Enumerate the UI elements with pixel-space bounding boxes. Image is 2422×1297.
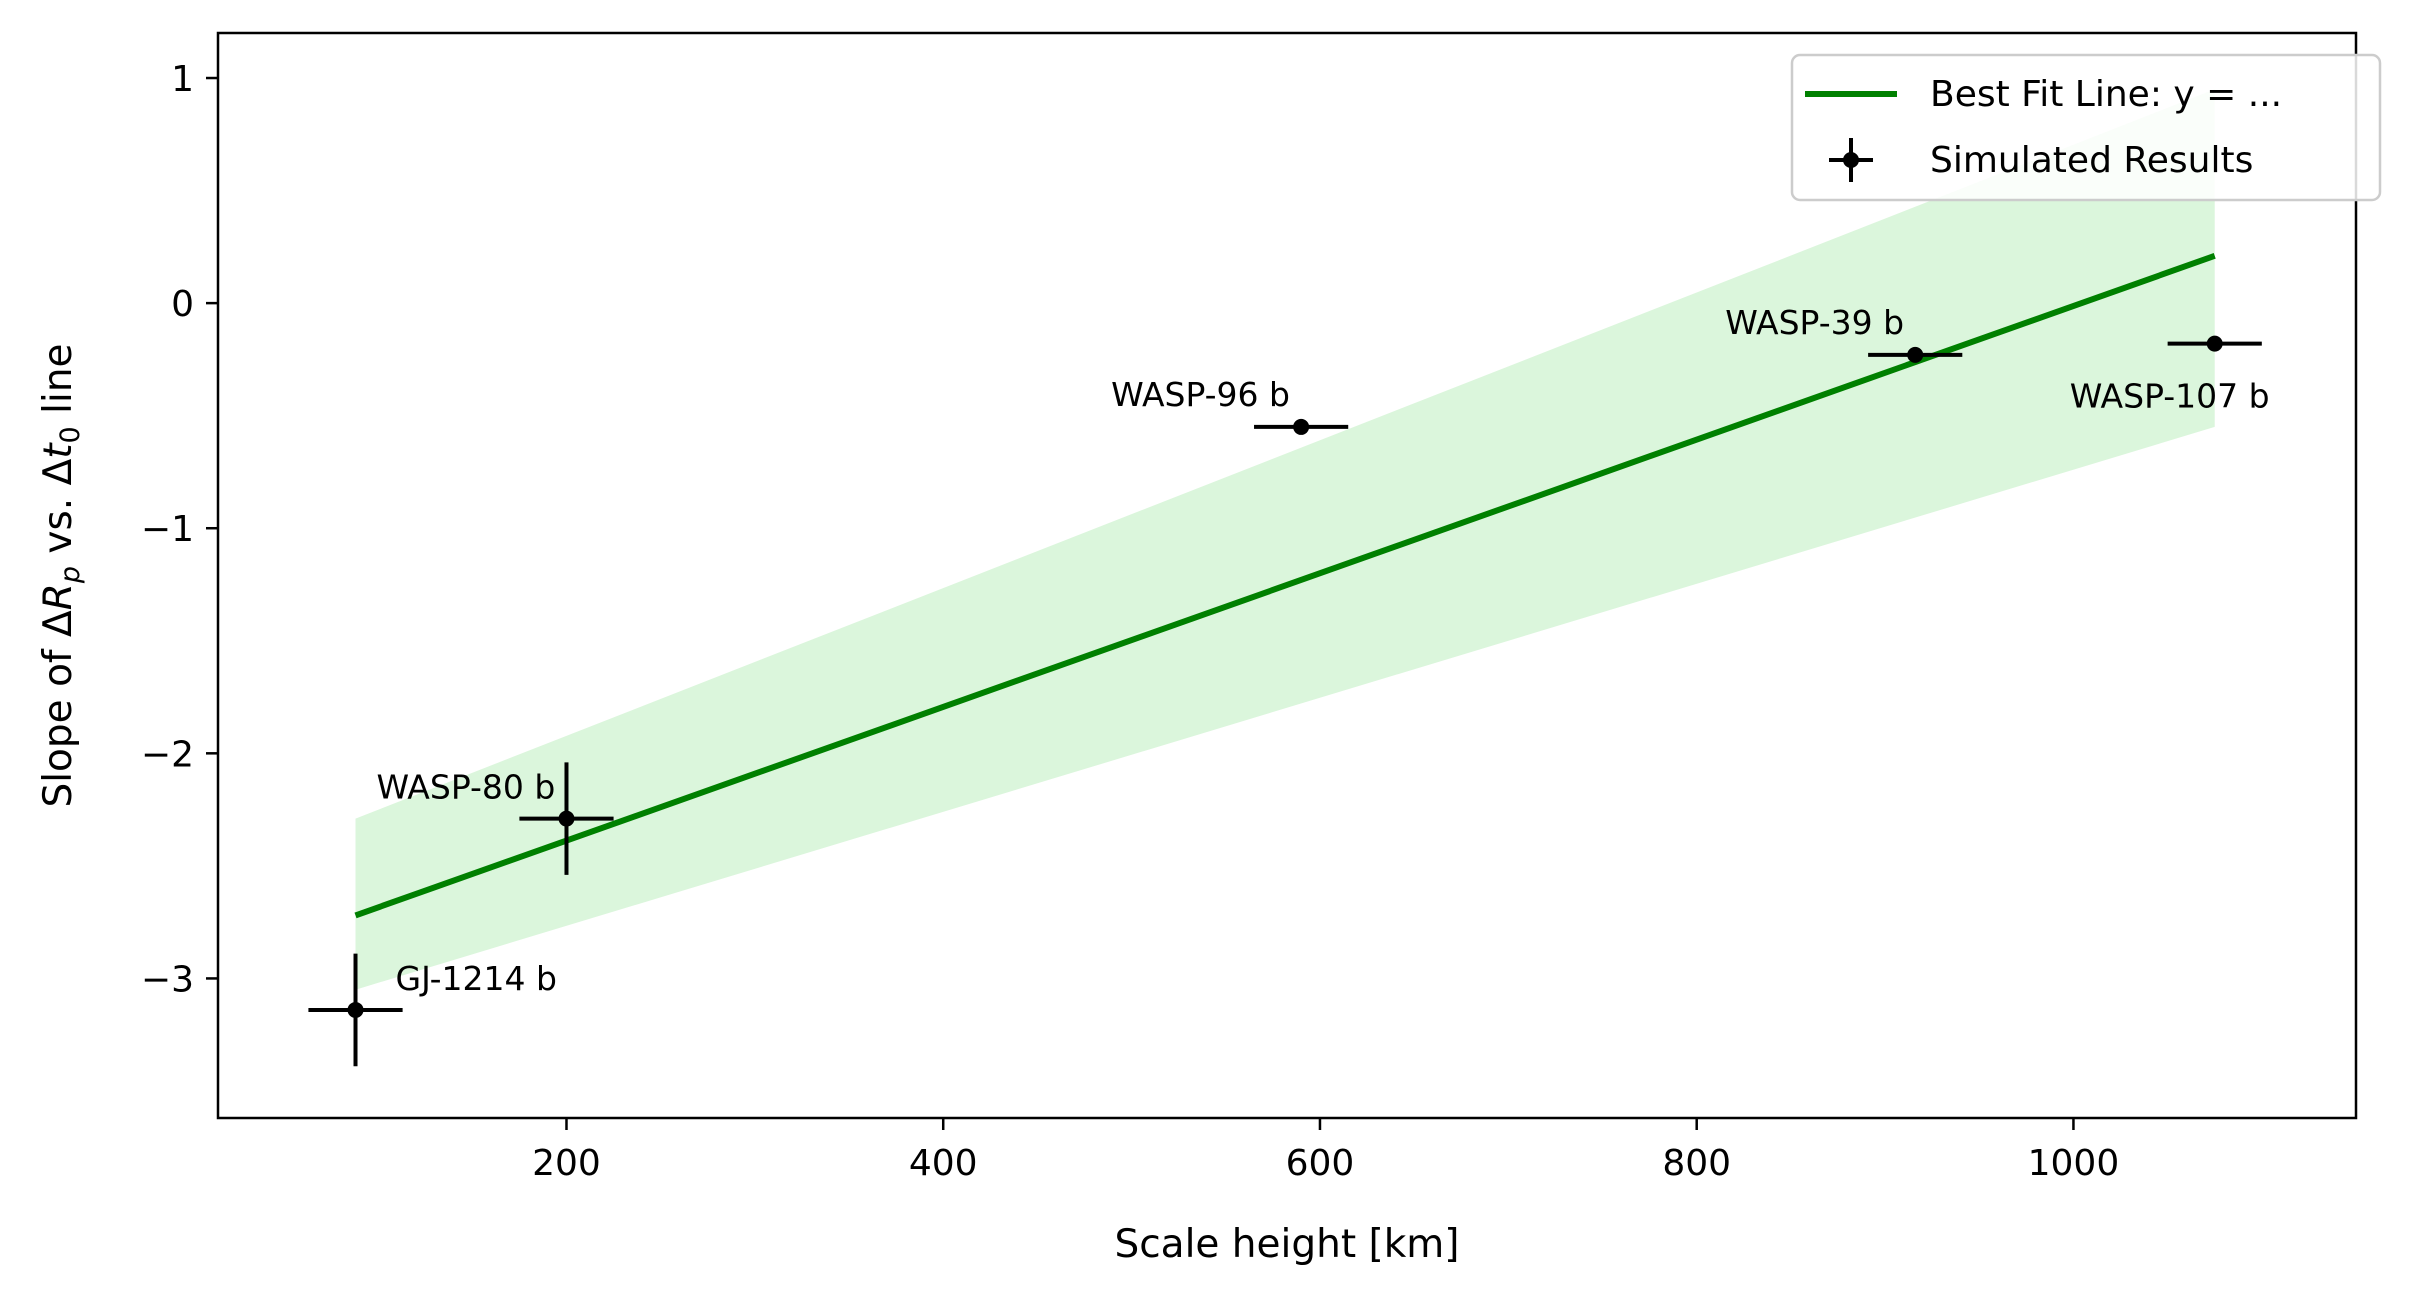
point-marker [558,810,575,827]
y-axis-label-var1: R [36,583,81,610]
x-tick-label: 400 [909,1143,978,1184]
y-tick-label: −2 [141,734,194,775]
point-marker [347,1001,364,1018]
y-tick-label: 1 [171,59,194,100]
point-label: WASP-80 b [376,768,555,807]
point-marker [2206,335,2223,352]
x-tick-label: 600 [1286,1143,1355,1184]
y-axis-ticks: 1 0 −1 −2 −3 [141,59,218,1000]
point-label: WASP-39 b [1725,303,1904,342]
y-axis-label-suffix: line [36,343,81,426]
x-axis-label: Scale height [km] [1114,1222,1459,1267]
legend-box [1790,53,2382,202]
confidence-band [355,89,2215,990]
y-axis-label-mid: vs. Δ [36,458,81,566]
data-point [308,953,403,1067]
x-tick-label: 800 [1662,1143,1731,1184]
data-point [1868,346,1963,363]
y-axis-label-sub1: p [55,566,86,584]
point-marker [1293,418,1310,435]
data-points [308,335,2262,1067]
x-axis-ticks: 200 400 600 800 1000 [532,1118,2119,1184]
x-tick-label: 200 [532,1143,601,1184]
point-label: WASP-107 b [2070,377,2270,416]
legend-label-simulated: Simulated Results [1930,140,2253,181]
y-tick-label: 0 [171,284,194,325]
y-axis-label: Slope of ΔRp vs. Δt0 line [36,343,86,807]
legend-label-fit: Best Fit Line: y = ... [1930,74,2282,115]
plot-content: GJ-1214 b WASP-80 b WASP-96 b WASP-39 b WASP… [308,89,2270,1067]
y-tick-label: −1 [141,509,194,550]
y-axis-label-sub2: 0 [55,426,86,443]
point-marker [1907,346,1924,363]
point-annotations: GJ-1214 b WASP-80 b WASP-96 b WASP-39 b WASP… [376,303,2269,998]
data-point [519,762,614,875]
legend: Best Fit Line: y = ... Simulated Results [1790,53,2382,202]
axes-frame [216,31,2358,1120]
y-axis-label-prefix: Slope of Δ [36,610,81,808]
legend-errorbar-swatch [1829,138,1873,182]
data-point [2167,335,2262,352]
point-label: WASP-96 b [1111,375,1290,414]
y-axis-label-var2: t [36,442,81,459]
y-tick-label: −3 [141,959,194,1000]
best-fit-line [354,253,2216,919]
x-tick-label: 1000 [2028,1143,2120,1184]
data-point [1254,418,1349,435]
point-label: GJ-1214 b [396,959,557,998]
